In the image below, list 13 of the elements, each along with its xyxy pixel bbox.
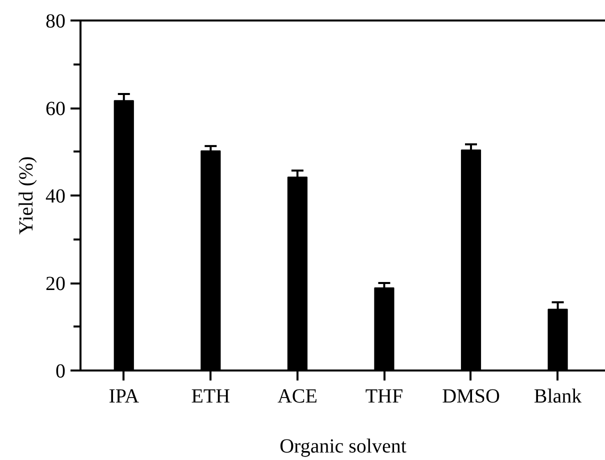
y-tick-label: 60 xyxy=(46,98,66,120)
y-tick-label: 40 xyxy=(46,186,66,208)
y-tick-label: 20 xyxy=(46,273,66,295)
y-tick-label: 80 xyxy=(46,10,66,32)
y-tick-label: 0 xyxy=(56,360,66,382)
x-tick-label: DMSO xyxy=(442,386,500,408)
x-tick-label: Blank xyxy=(534,386,582,408)
x-axis-title: Organic solvent xyxy=(280,436,407,458)
x-tick-label: IPA xyxy=(108,386,140,408)
x-tick-label: ETH xyxy=(191,386,230,408)
y-axis-title: Yield (%) xyxy=(16,156,38,235)
x-tick-label: THF xyxy=(365,386,404,408)
x-tick-label: ACE xyxy=(277,386,318,408)
